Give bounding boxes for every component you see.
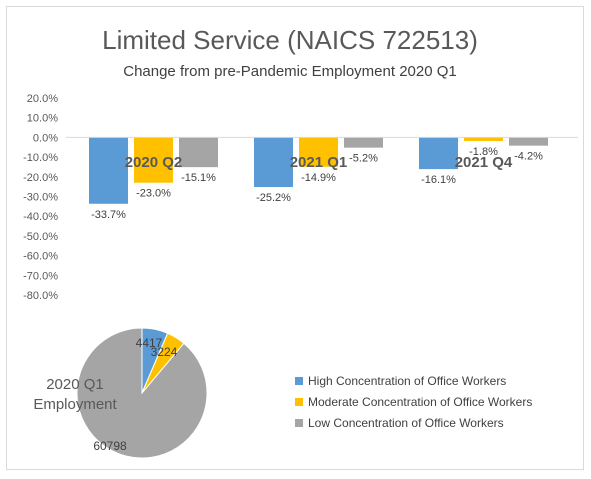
legend-label: Moderate Concentration of Office Workers	[308, 395, 532, 409]
data-label: -33.7%	[91, 209, 126, 221]
bar-low-2021-q4	[509, 137, 548, 146]
legend-swatch-high	[295, 377, 303, 385]
pie-slice-label: 4417	[136, 336, 163, 350]
pie-slice-label: 60798	[93, 439, 127, 453]
bar-moderate-2020-q2	[134, 137, 173, 183]
data-label: -5.2%	[349, 153, 378, 165]
legend-label: High Concentration of Office Workers	[308, 374, 506, 388]
data-label: -1.8%	[469, 146, 498, 158]
data-label: -23.0%	[136, 188, 171, 200]
y-tick-label: -30.0%	[23, 192, 58, 204]
pie-title-line: Employment	[33, 396, 117, 413]
bar-high-2020-q2	[89, 137, 128, 204]
y-tick-label: 10.0%	[27, 113, 58, 125]
chart-frame	[6, 6, 584, 470]
data-label: -4.2%	[514, 151, 543, 163]
y-tick-label: -70.0%	[23, 270, 58, 282]
pie-title-line: 2020 Q1	[46, 376, 104, 393]
bar-low-2020-q2	[179, 137, 218, 168]
data-label: -25.2%	[256, 192, 291, 204]
legend-swatch-low	[295, 419, 303, 427]
y-tick-label: -80.0%	[23, 290, 58, 302]
category-label: 2021 Q4	[455, 154, 513, 171]
legend-swatch-moderate	[295, 398, 303, 406]
bar-high-2021-q1	[254, 137, 293, 188]
chart-subtitle: Change from pre-Pandemic Employment 2020…	[123, 63, 457, 80]
y-tick-label: -20.0%	[23, 172, 58, 184]
legend-label: Low Concentration of Office Workers	[308, 416, 504, 430]
y-tick-label: -60.0%	[23, 251, 58, 263]
y-tick-label: -50.0%	[23, 231, 58, 243]
category-label: 2021 Q1	[290, 154, 348, 171]
bar-chart: 20.0% 10.0% 0.0% -10.0% -20.0% -30.0% -40.0% -5…	[23, 93, 578, 302]
data-label: -14.9%	[301, 172, 336, 184]
bar-moderate-2021-q4	[464, 137, 503, 141]
category-label: 2020 Q2	[125, 154, 183, 171]
pie-slice-low	[76, 327, 208, 459]
y-tick-label: -40.0%	[23, 211, 58, 223]
y-tick-label: 0.0%	[33, 132, 58, 144]
chart-title: Limited Service (NAICS 722513)	[102, 25, 478, 55]
bar-moderate-2021-q1	[299, 137, 338, 167]
pie-slice-label: 3224	[151, 345, 178, 359]
bar-low-2021-q1	[344, 137, 383, 148]
data-label: -16.1%	[421, 174, 456, 186]
y-tick-label: 20.0%	[27, 93, 58, 105]
data-label: -15.1%	[181, 172, 216, 184]
y-tick-label: -10.0%	[23, 152, 58, 164]
bar-high-2021-q4	[419, 137, 458, 170]
legend: High Concentration of Office Workers Mode…	[295, 374, 532, 430]
